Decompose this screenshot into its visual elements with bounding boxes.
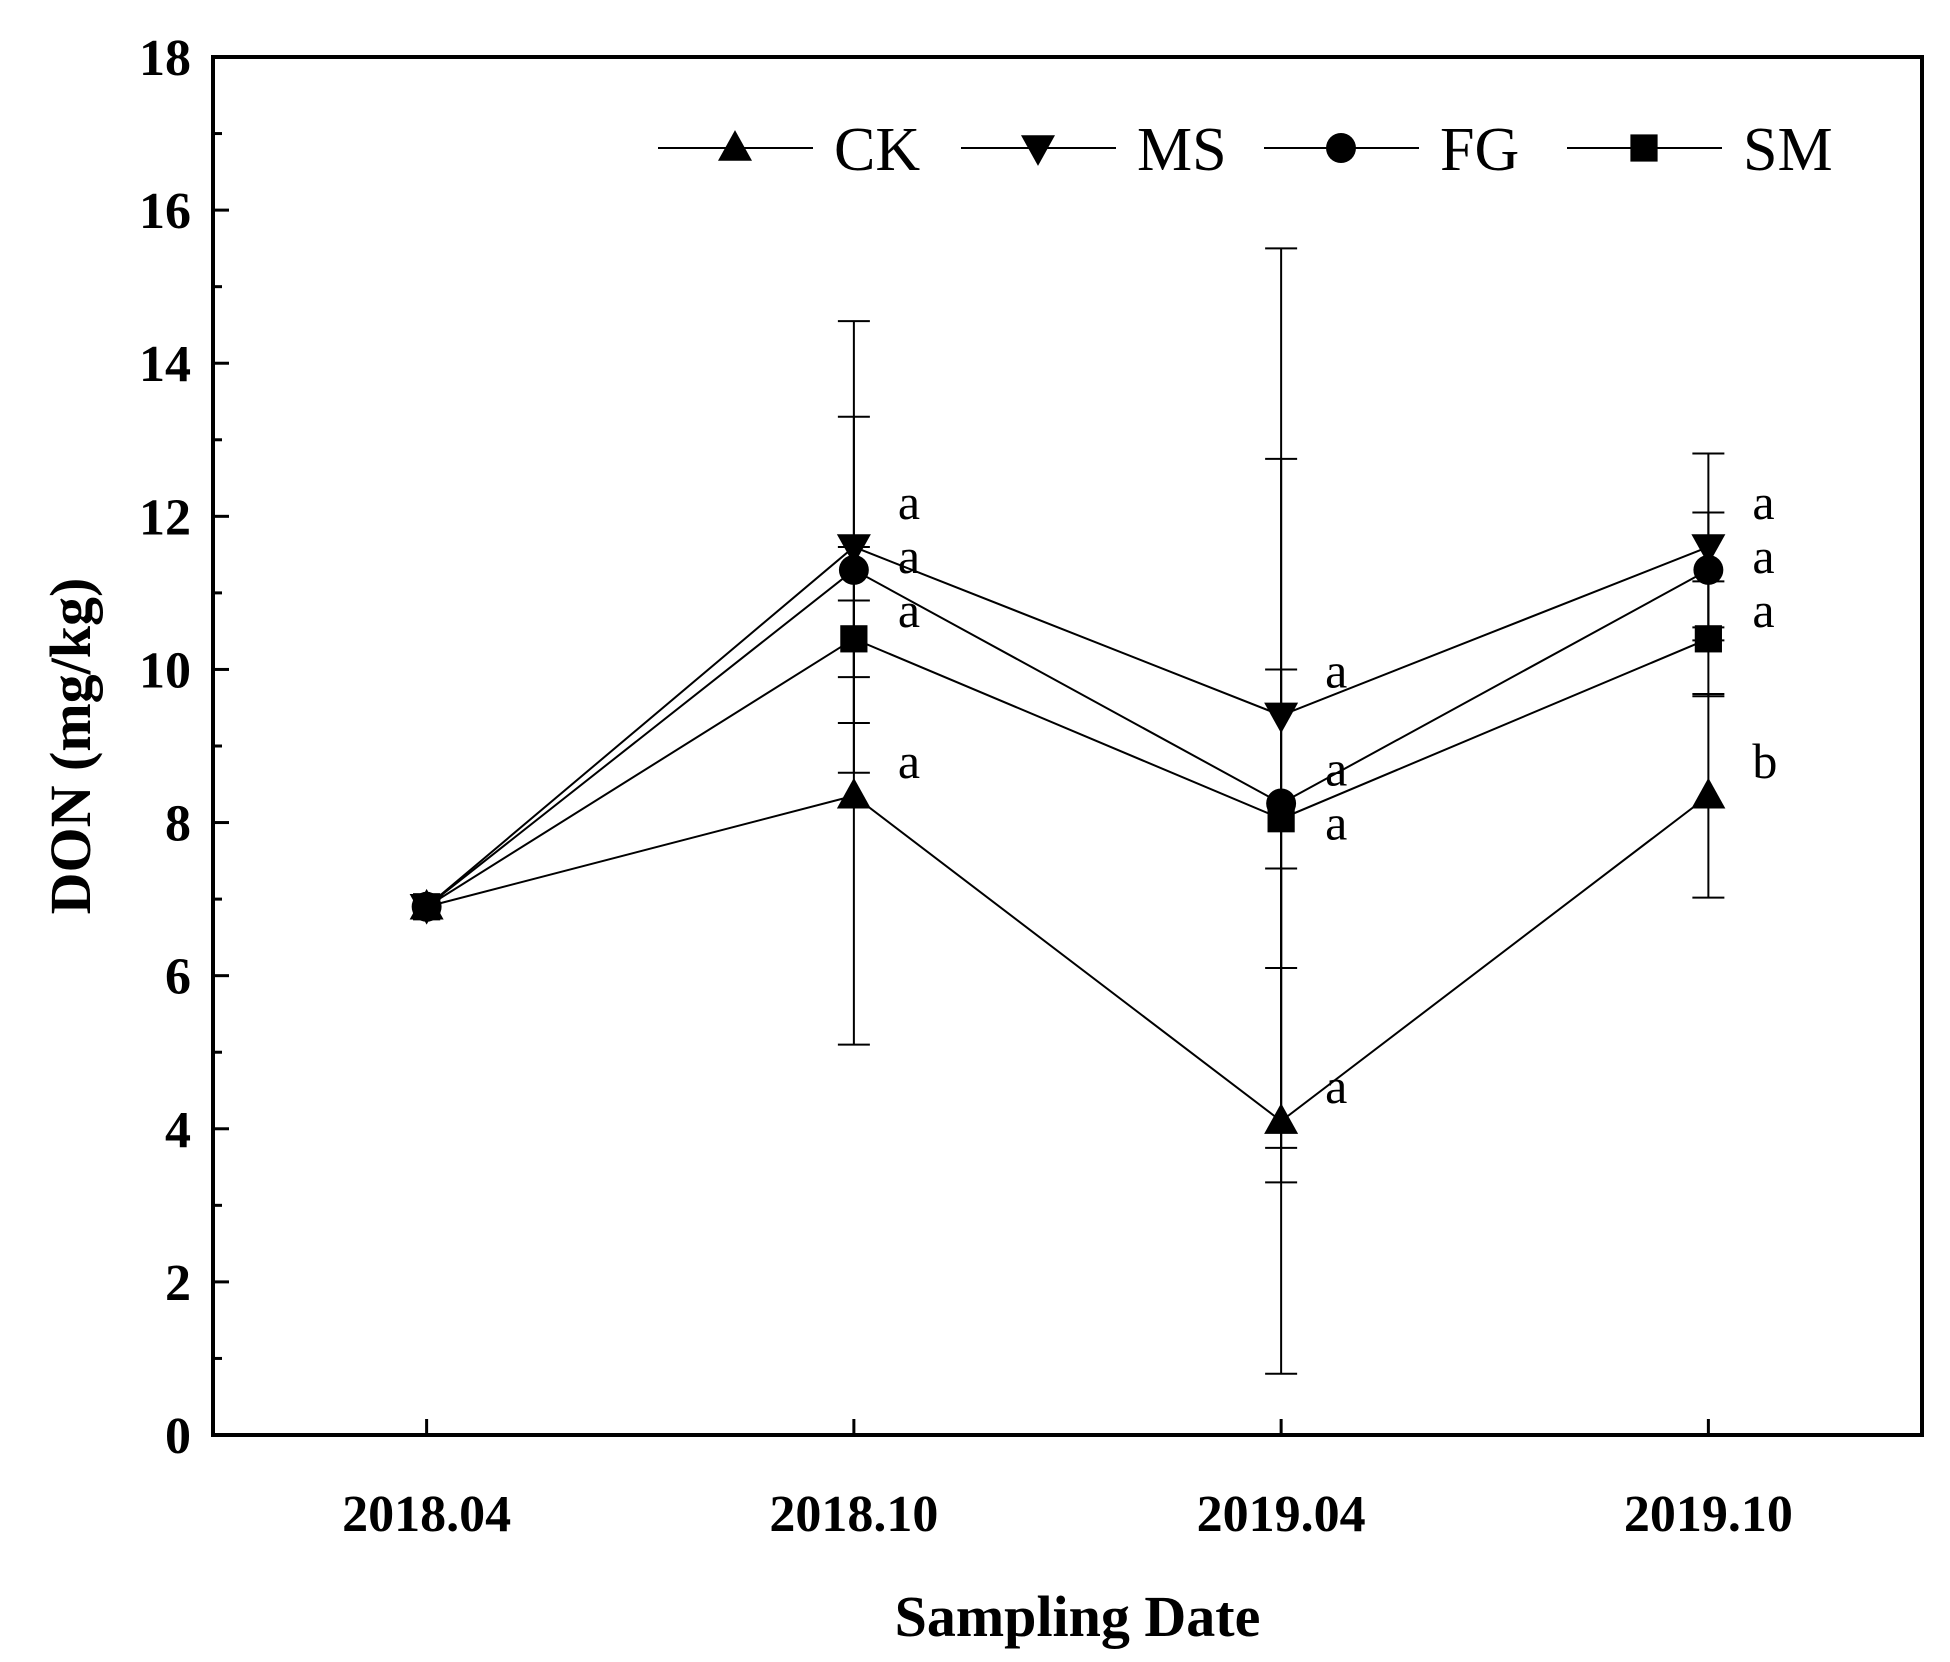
sig-label-ck: a [898,733,920,789]
y-tick-label: 0 [165,1408,191,1465]
legend-label-ms: MS [1137,116,1227,184]
x-tick-label: 2018.04 [342,1486,511,1543]
point-sm [1267,805,1295,833]
y-tick-label: 12 [139,489,191,546]
y-tick-label: 6 [165,949,191,1006]
y-tick-label: 10 [139,642,191,699]
point-ck [1264,1103,1299,1134]
legend-label-fg: FG [1440,116,1519,184]
x-tick-label: 2019.04 [1197,1486,1366,1543]
sig-label-fg: a [898,528,920,584]
point-fg [838,554,869,585]
point-ck [836,777,871,809]
point-ms [1264,702,1299,734]
series-line-ck [426,794,1709,1123]
sig-label-sm: a [1752,582,1774,638]
sig-label-ms: a [1752,474,1774,530]
legend-marker-sm [1630,134,1658,162]
legend-label-sm: SM [1743,116,1833,184]
point-sm [413,893,441,921]
plot-frame [211,55,1924,1437]
legend-marker-ms [1021,135,1055,166]
sig-label-ck: b [1752,733,1777,789]
y-tick-label: 2 [165,1255,191,1312]
series-line-ms [425,545,1709,908]
y-tick-label: 18 [139,30,191,87]
sig-label-ck: a [1325,1058,1347,1114]
y-tick-label: 4 [165,1102,191,1159]
sig-label-fg: a [1752,528,1774,584]
y-tick-label: 8 [165,796,191,853]
x-axis-title: Sampling Date [895,1584,1261,1649]
point-ms [836,534,871,565]
sig-label-ms: a [898,474,920,530]
series-markers [409,534,1726,1134]
legend-marker-ck [718,130,752,161]
series-line-fg [426,568,1709,908]
series-lines [425,545,1709,1123]
x-tick-label: 2018.10 [769,1486,938,1543]
point-sm [1694,625,1722,653]
legend-label-ck: CK [834,116,920,184]
x-tick-label: 2019.10 [1624,1486,1793,1543]
sig-label-sm: a [898,582,920,638]
y-axis: 0 2 4 6 8 10 12 14 16 18 [139,30,229,1465]
sig-label-sm: a [1325,794,1347,850]
y-axis-title: DON (mg/kg) [38,578,103,915]
point-fg [1693,554,1724,585]
y-tick-label: 14 [139,336,191,393]
sig-label-fg: a [1325,740,1347,796]
legend: CK MS FG SM [658,116,1833,184]
point-sm [840,625,868,653]
sig-label-ms: a [1325,642,1347,698]
point-ms [1691,534,1726,565]
x-axis: 2018.04 2018.10 2019.04 2019.10 [342,1419,1793,1543]
point-ck [1691,777,1726,809]
series-line-sm [426,637,1709,908]
y-tick-label: 16 [139,183,191,240]
legend-marker-fg [1326,133,1356,163]
